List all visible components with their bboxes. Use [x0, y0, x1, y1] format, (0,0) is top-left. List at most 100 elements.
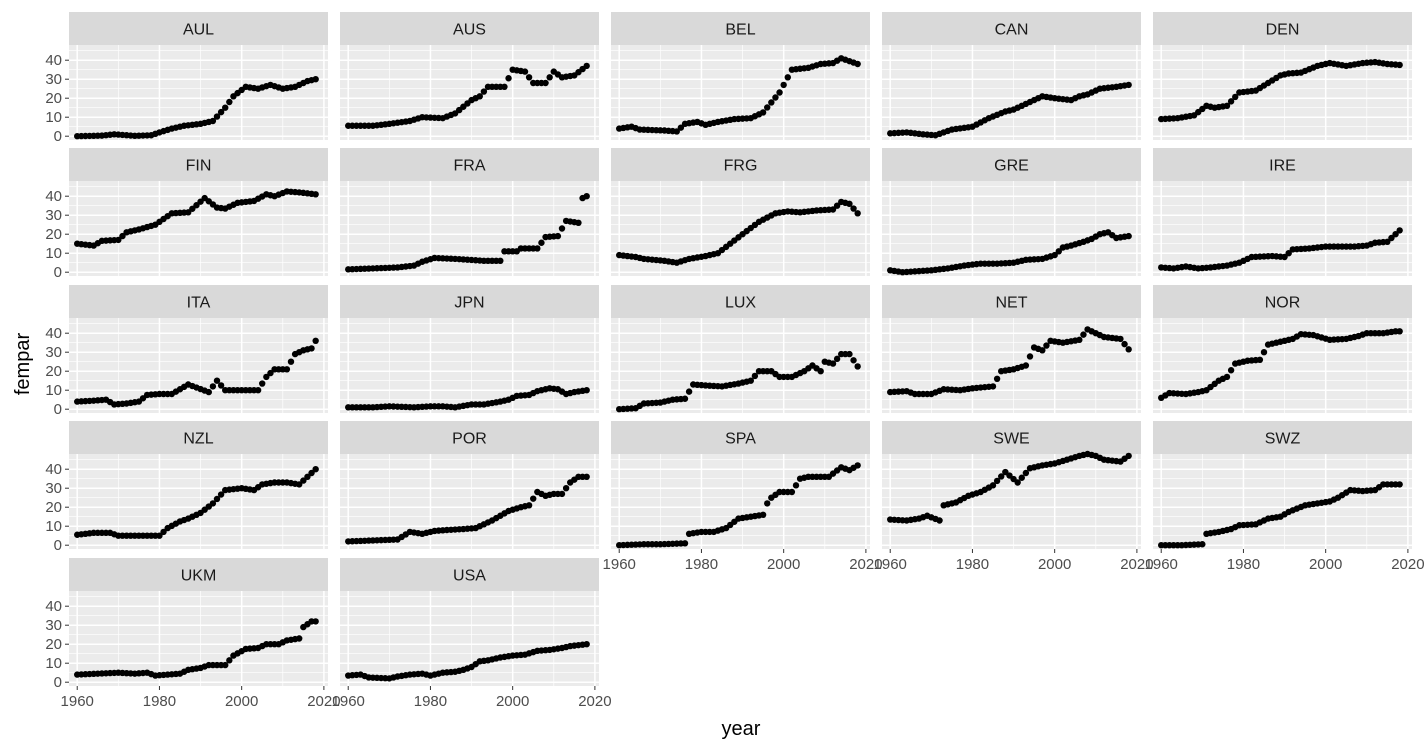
y-tick-label: 30 [45, 207, 62, 224]
data-point [846, 350, 853, 358]
data-point [205, 388, 212, 396]
facet-strip [611, 148, 870, 181]
x-tick-label: 1980 [685, 556, 718, 573]
data-point [1285, 250, 1292, 257]
y-tick-label: 20 [45, 636, 62, 653]
facet-strip-label: CAN [995, 22, 1029, 39]
x-tick-label: 2000 [496, 693, 529, 710]
x-tick-label: 1980 [956, 556, 989, 573]
data-point [1014, 479, 1021, 486]
data-point [1227, 98, 1235, 105]
data-point [1018, 474, 1025, 481]
data-point [1055, 248, 1062, 255]
y-tick-label: 40 [45, 188, 62, 205]
y-tick-label: 30 [45, 617, 62, 634]
y-tick-label: 20 [45, 226, 62, 243]
data-point [308, 469, 315, 477]
facet-strip [69, 148, 328, 181]
x-tick-label: 2020 [307, 693, 340, 710]
facet-strip [611, 421, 870, 454]
x-tick-label: 2000 [225, 693, 258, 710]
x-tick-label: 2000 [1038, 556, 1071, 573]
y-tick-label: 10 [45, 109, 62, 126]
data-point [833, 202, 841, 209]
data-point [854, 363, 861, 370]
data-point [817, 368, 824, 375]
data-point [217, 108, 225, 116]
data-point [304, 473, 311, 480]
facet-panel-ita: ITA 0 10 20 30 40 [45, 285, 328, 418]
y-tick-label: 0 [54, 537, 62, 554]
data-point [685, 388, 693, 395]
data-point [213, 113, 221, 120]
y-tick-label: 0 [54, 401, 62, 418]
panel-background [1153, 45, 1412, 140]
y-tick-label: 30 [45, 480, 62, 497]
panel-background [882, 318, 1141, 413]
data-point [583, 193, 590, 200]
facet-strip [69, 421, 328, 454]
data-point [575, 219, 582, 226]
data-point [850, 205, 857, 212]
x-tick-label: 1980 [1227, 556, 1260, 573]
data-point [1039, 347, 1046, 354]
y-tick-label: 20 [45, 499, 62, 516]
facet-panel-fin: FIN 0 10 20 30 40 [45, 148, 328, 281]
data-point [558, 225, 566, 232]
panel-background [1153, 454, 1412, 549]
data-point [989, 482, 997, 489]
y-tick-label: 0 [54, 674, 62, 691]
facet-panel-ire: IRE [1153, 148, 1412, 276]
x-tick-label: 1960 [1145, 556, 1178, 573]
data-point [1388, 234, 1395, 242]
facet-panel-nor: NOR [1153, 285, 1412, 413]
y-tick-label: 30 [45, 71, 62, 88]
data-point [263, 373, 270, 381]
data-point [989, 383, 997, 390]
data-point [583, 473, 590, 480]
facet-strip [611, 12, 870, 45]
data-point [846, 200, 853, 207]
x-tick-label: 2000 [1309, 556, 1342, 573]
x-tick-label: 1980 [414, 693, 447, 710]
data-point [677, 124, 685, 131]
x-tick-label: 2000 [767, 556, 800, 573]
facet-strip [69, 12, 328, 45]
facet-strip-label: AUS [453, 22, 486, 39]
facet-strip [69, 558, 328, 591]
data-point [829, 360, 837, 367]
data-point [296, 635, 303, 642]
data-point [759, 109, 767, 116]
data-point [829, 206, 837, 213]
data-point [776, 89, 783, 96]
data-point [993, 375, 1001, 382]
x-tick-label: 1980 [143, 693, 176, 710]
data-point [562, 485, 570, 492]
x-tick-label: 1960 [874, 556, 907, 573]
data-point [505, 75, 512, 82]
y-tick-label: 10 [45, 382, 62, 399]
data-point [296, 481, 303, 488]
data-point [1076, 336, 1083, 344]
facet-strip [1153, 285, 1412, 318]
panel-background [611, 45, 870, 140]
data-point [1223, 102, 1231, 110]
facet-panel-swe: SWE 1960 1980 2000 2020 [874, 421, 1154, 573]
data-point [542, 79, 549, 87]
data-point [480, 88, 488, 95]
data-point [1384, 238, 1391, 245]
data-point [673, 128, 680, 135]
data-point [1396, 227, 1403, 234]
data-point [209, 117, 217, 125]
data-point [1121, 340, 1128, 348]
facet-strip-label: SPA [725, 431, 756, 448]
facet-strip [340, 12, 599, 45]
data-point [1125, 452, 1132, 460]
data-point [300, 477, 307, 484]
data-point [1043, 342, 1050, 349]
data-point [788, 488, 796, 496]
y-tick-label: 10 [45, 655, 62, 672]
panel-background [882, 45, 1141, 140]
facet-strip [611, 285, 870, 318]
facet-panel-jpn: JPN [340, 285, 599, 413]
